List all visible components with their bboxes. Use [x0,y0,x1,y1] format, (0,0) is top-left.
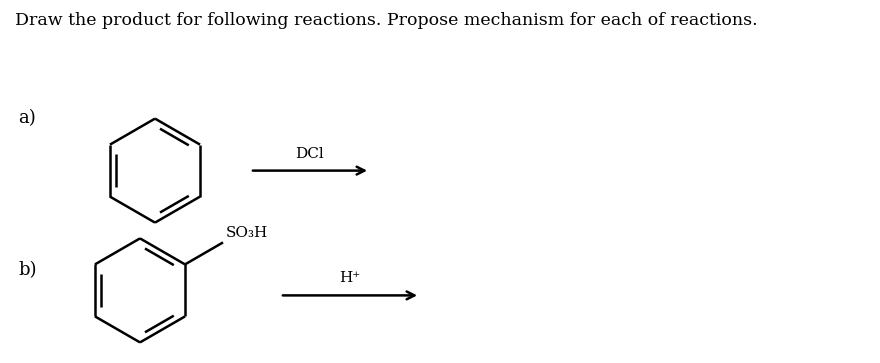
Text: b): b) [18,261,36,280]
Text: H⁺: H⁺ [340,272,361,285]
Text: SO₃H: SO₃H [226,227,268,240]
Text: a): a) [18,109,36,127]
Text: Draw the product for following reactions. Propose mechanism for each of reaction: Draw the product for following reactions… [15,12,758,29]
Text: DCl: DCl [296,147,325,160]
